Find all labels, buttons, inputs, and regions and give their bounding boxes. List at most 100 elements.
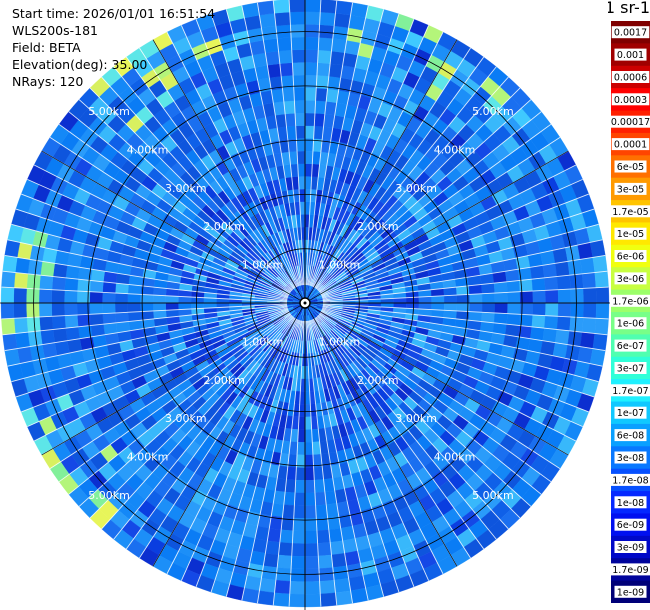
ray-gap — [307, 2, 354, 286]
azimuth-line — [304, 39, 458, 304]
ray-gap — [180, 25, 299, 287]
ray-gap — [305, 320, 322, 607]
ray-gap — [312, 31, 444, 288]
ray-gap — [321, 309, 589, 413]
ray-gap — [7, 306, 288, 367]
beta-bin — [241, 2, 260, 19]
beta-bin — [40, 329, 55, 345]
beta-bin — [318, 554, 333, 569]
ray-gap — [33, 310, 290, 442]
beta-bin — [259, 13, 277, 28]
beta-bin — [569, 273, 584, 290]
beta-bin — [304, 125, 315, 139]
colorbar-tick-label: 0.00017 — [611, 117, 650, 128]
beta-bin — [102, 312, 117, 325]
beta-bin — [275, 24, 292, 39]
beta-field-sectors — [0, 0, 610, 608]
range-ring-label: 4.00km — [127, 451, 169, 464]
beta-bin — [293, 87, 306, 101]
colorbar-tick-label: 3e-08 — [617, 453, 644, 464]
ray-gap — [7, 239, 288, 300]
beta-bin — [318, 37, 333, 52]
beta-bin — [333, 578, 351, 593]
beta-bin — [594, 271, 609, 288]
colorbar-tick-label: 1e-08 — [617, 498, 644, 509]
beta-bin — [556, 275, 571, 290]
ray-gap — [33, 164, 290, 296]
ray-gap — [311, 19, 415, 287]
ray-gap — [316, 316, 509, 530]
beta-bin — [114, 292, 129, 304]
beta-bin — [589, 348, 606, 367]
beta-bin — [279, 529, 294, 544]
beta-bin — [296, 441, 306, 456]
ray-gap — [21, 193, 289, 297]
ray-gap — [306, 0, 338, 286]
beta-bin — [304, 429, 313, 443]
beta-bin — [257, 590, 275, 606]
beta-bin — [257, 0, 275, 16]
beta-bin — [52, 263, 68, 278]
beta-bin — [583, 302, 597, 319]
beta-bin — [443, 302, 458, 312]
beta-bin — [507, 302, 521, 315]
beta-bin — [304, 593, 322, 608]
colorbar-label-bg — [614, 451, 647, 464]
beta-bin — [278, 542, 293, 557]
ray-gap — [317, 315, 521, 519]
beta-bin — [530, 326, 545, 341]
beta-bin — [39, 275, 54, 290]
beta-bin — [277, 37, 292, 52]
instrument-name-text: WLS200s-181 — [12, 23, 98, 38]
ray-gap — [322, 239, 603, 300]
beta-bin — [320, 592, 337, 607]
beta-bin — [469, 293, 483, 304]
azimuth-line — [304, 150, 569, 304]
beta-bin — [594, 318, 609, 335]
beta-bin — [283, 491, 296, 506]
beta-bin — [291, 543, 306, 557]
ray-gap — [322, 303, 609, 320]
ray-gap — [322, 254, 606, 301]
ray-gap — [322, 307, 599, 383]
ray-gap — [241, 5, 302, 286]
ray-gap — [315, 56, 485, 289]
beta-bin — [178, 296, 192, 304]
beta-bin — [469, 302, 483, 313]
beta-bin — [304, 581, 321, 595]
beta-bin — [64, 314, 79, 329]
ray-gap — [68, 111, 292, 293]
ray-gap — [49, 312, 291, 469]
beta-bin — [545, 302, 559, 317]
beta-bin — [556, 316, 571, 331]
ray-gap — [310, 319, 400, 593]
beta-bin — [304, 11, 321, 25]
beta-bin — [152, 302, 167, 312]
beta-bin — [304, 479, 316, 494]
beta-bin — [267, 63, 282, 78]
colorbar-label-bg — [614, 518, 647, 531]
ray-gap — [315, 316, 497, 540]
ray-gap — [306, 320, 338, 606]
beta-bin — [38, 288, 53, 304]
colorbar-label-bg — [611, 473, 650, 486]
beta-bin — [165, 295, 179, 304]
ray-gap — [4, 254, 288, 301]
colorbar-label-bg — [611, 384, 650, 397]
colorbar: 0.0017 0.001 0.0006 0.0003 0.00017 0.0001 6e-0… — [611, 21, 650, 603]
beta-bin — [555, 329, 570, 345]
ray-gap — [321, 309, 583, 428]
ray-gap — [311, 25, 430, 287]
range-ring-label: 3.00km — [165, 412, 207, 425]
beta-bin — [290, 555, 306, 570]
ray-gap — [68, 313, 292, 495]
beta-bin — [494, 292, 508, 304]
ray-gap — [312, 318, 444, 575]
ray-gap — [317, 87, 521, 291]
colorbar-tick-label: 6e-08 — [617, 431, 644, 442]
beta-bin — [315, 504, 328, 519]
beta-bin — [297, 429, 306, 443]
colorbar-label-bg — [614, 362, 647, 374]
range-ring-label: 3.00km — [395, 182, 437, 195]
beta-bin — [13, 302, 27, 319]
